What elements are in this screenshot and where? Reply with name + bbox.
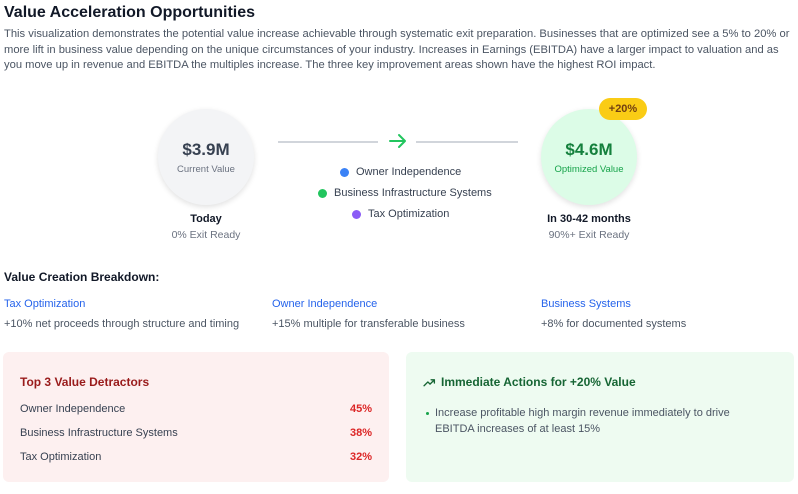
- current-value-label: Current Value: [177, 163, 235, 175]
- detractor-label: Business Infrastructure Systems: [20, 427, 178, 439]
- legend-label: Tax Optimization: [368, 208, 450, 220]
- optimized-when: In 30-42 months: [547, 213, 631, 225]
- legend-label: Business Infrastructure Systems: [334, 187, 492, 199]
- detractor-percent: 38%: [349, 427, 372, 439]
- detractor-percent: 32%: [349, 451, 372, 463]
- legend-dot: [318, 188, 327, 198]
- current-when: Today: [190, 213, 222, 225]
- detractor-percent: 45%: [349, 403, 372, 415]
- current-status: 0% Exit Ready: [171, 229, 241, 241]
- arrow-right-icon: [389, 134, 406, 148]
- legend-item-tax-optimization: Tax Optimization: [352, 208, 449, 220]
- breakdown-item-desc: +8% for documented systems: [541, 318, 687, 330]
- optimized-value-label: Optimized Value: [554, 163, 624, 175]
- breakdown-item-owner: Owner Independence +15% multiple for tra…: [272, 298, 532, 330]
- optimized-value-amount: $4.6M: [565, 139, 613, 159]
- legend-item-business-infrastructure: Business Infrastructure Systems: [318, 187, 492, 199]
- bullet-dot: [426, 412, 429, 415]
- connector-line-left: [278, 141, 378, 143]
- current-value-circle: $3.9M Current Value: [158, 109, 254, 205]
- breakdown-item-desc: +15% multiple for transferable business: [272, 318, 465, 330]
- breakdown-item-systems: Business Systems +8% for documented syst…: [541, 298, 798, 330]
- page-description: This visualization demonstrates the pote…: [4, 28, 790, 71]
- detractors-title: Top 3 Value Detractors: [20, 375, 150, 389]
- breakdown-item-title: Business Systems: [541, 298, 631, 310]
- detractor-row: Business Infrastructure Systems 38%: [20, 427, 372, 439]
- legend-dot: [340, 167, 349, 177]
- breakdown-title: Value Creation Breakdown:: [4, 270, 160, 284]
- breakdown-item-tax: Tax Optimization +10% net proceeds throu…: [4, 298, 264, 330]
- action-item: Increase profitable high margin revenue …: [426, 406, 765, 437]
- detractor-row: Owner Independence 45%: [20, 403, 372, 415]
- connector-line-right: [416, 141, 518, 143]
- breakdown-item-title: Tax Optimization: [4, 298, 86, 310]
- current-value-amount: $3.9M: [182, 139, 230, 159]
- detractor-label: Tax Optimization: [20, 451, 102, 463]
- immediate-actions-card: Immediate Actions for +20% Value Increas…: [406, 352, 794, 482]
- detractor-label: Owner Independence: [20, 403, 126, 415]
- value-detractors-card: Top 3 Value Detractors Owner Independenc…: [3, 352, 389, 482]
- legend-label: Owner Independence: [356, 166, 462, 178]
- trending-up-icon: [423, 378, 436, 386]
- actions-title-row: Immediate Actions for +20% Value: [423, 375, 636, 389]
- breakdown-item-title: Owner Independence: [272, 298, 378, 310]
- actions-title: Immediate Actions for +20% Value: [441, 375, 636, 389]
- action-item-text: Increase profitable high margin revenue …: [435, 407, 730, 435]
- optimized-status: 90%+ Exit Ready: [548, 229, 630, 241]
- optimized-value-circle: $4.6M Optimized Value: [541, 109, 637, 205]
- page-title: Value Acceleration Opportunities: [4, 4, 256, 21]
- detractor-row: Tax Optimization 32%: [20, 451, 372, 463]
- legend-item-owner-independence: Owner Independence: [340, 166, 461, 178]
- increase-badge: +20%: [599, 98, 647, 120]
- legend-dot: [352, 209, 361, 219]
- breakdown-item-desc: +10% net proceeds through structure and …: [4, 318, 240, 330]
